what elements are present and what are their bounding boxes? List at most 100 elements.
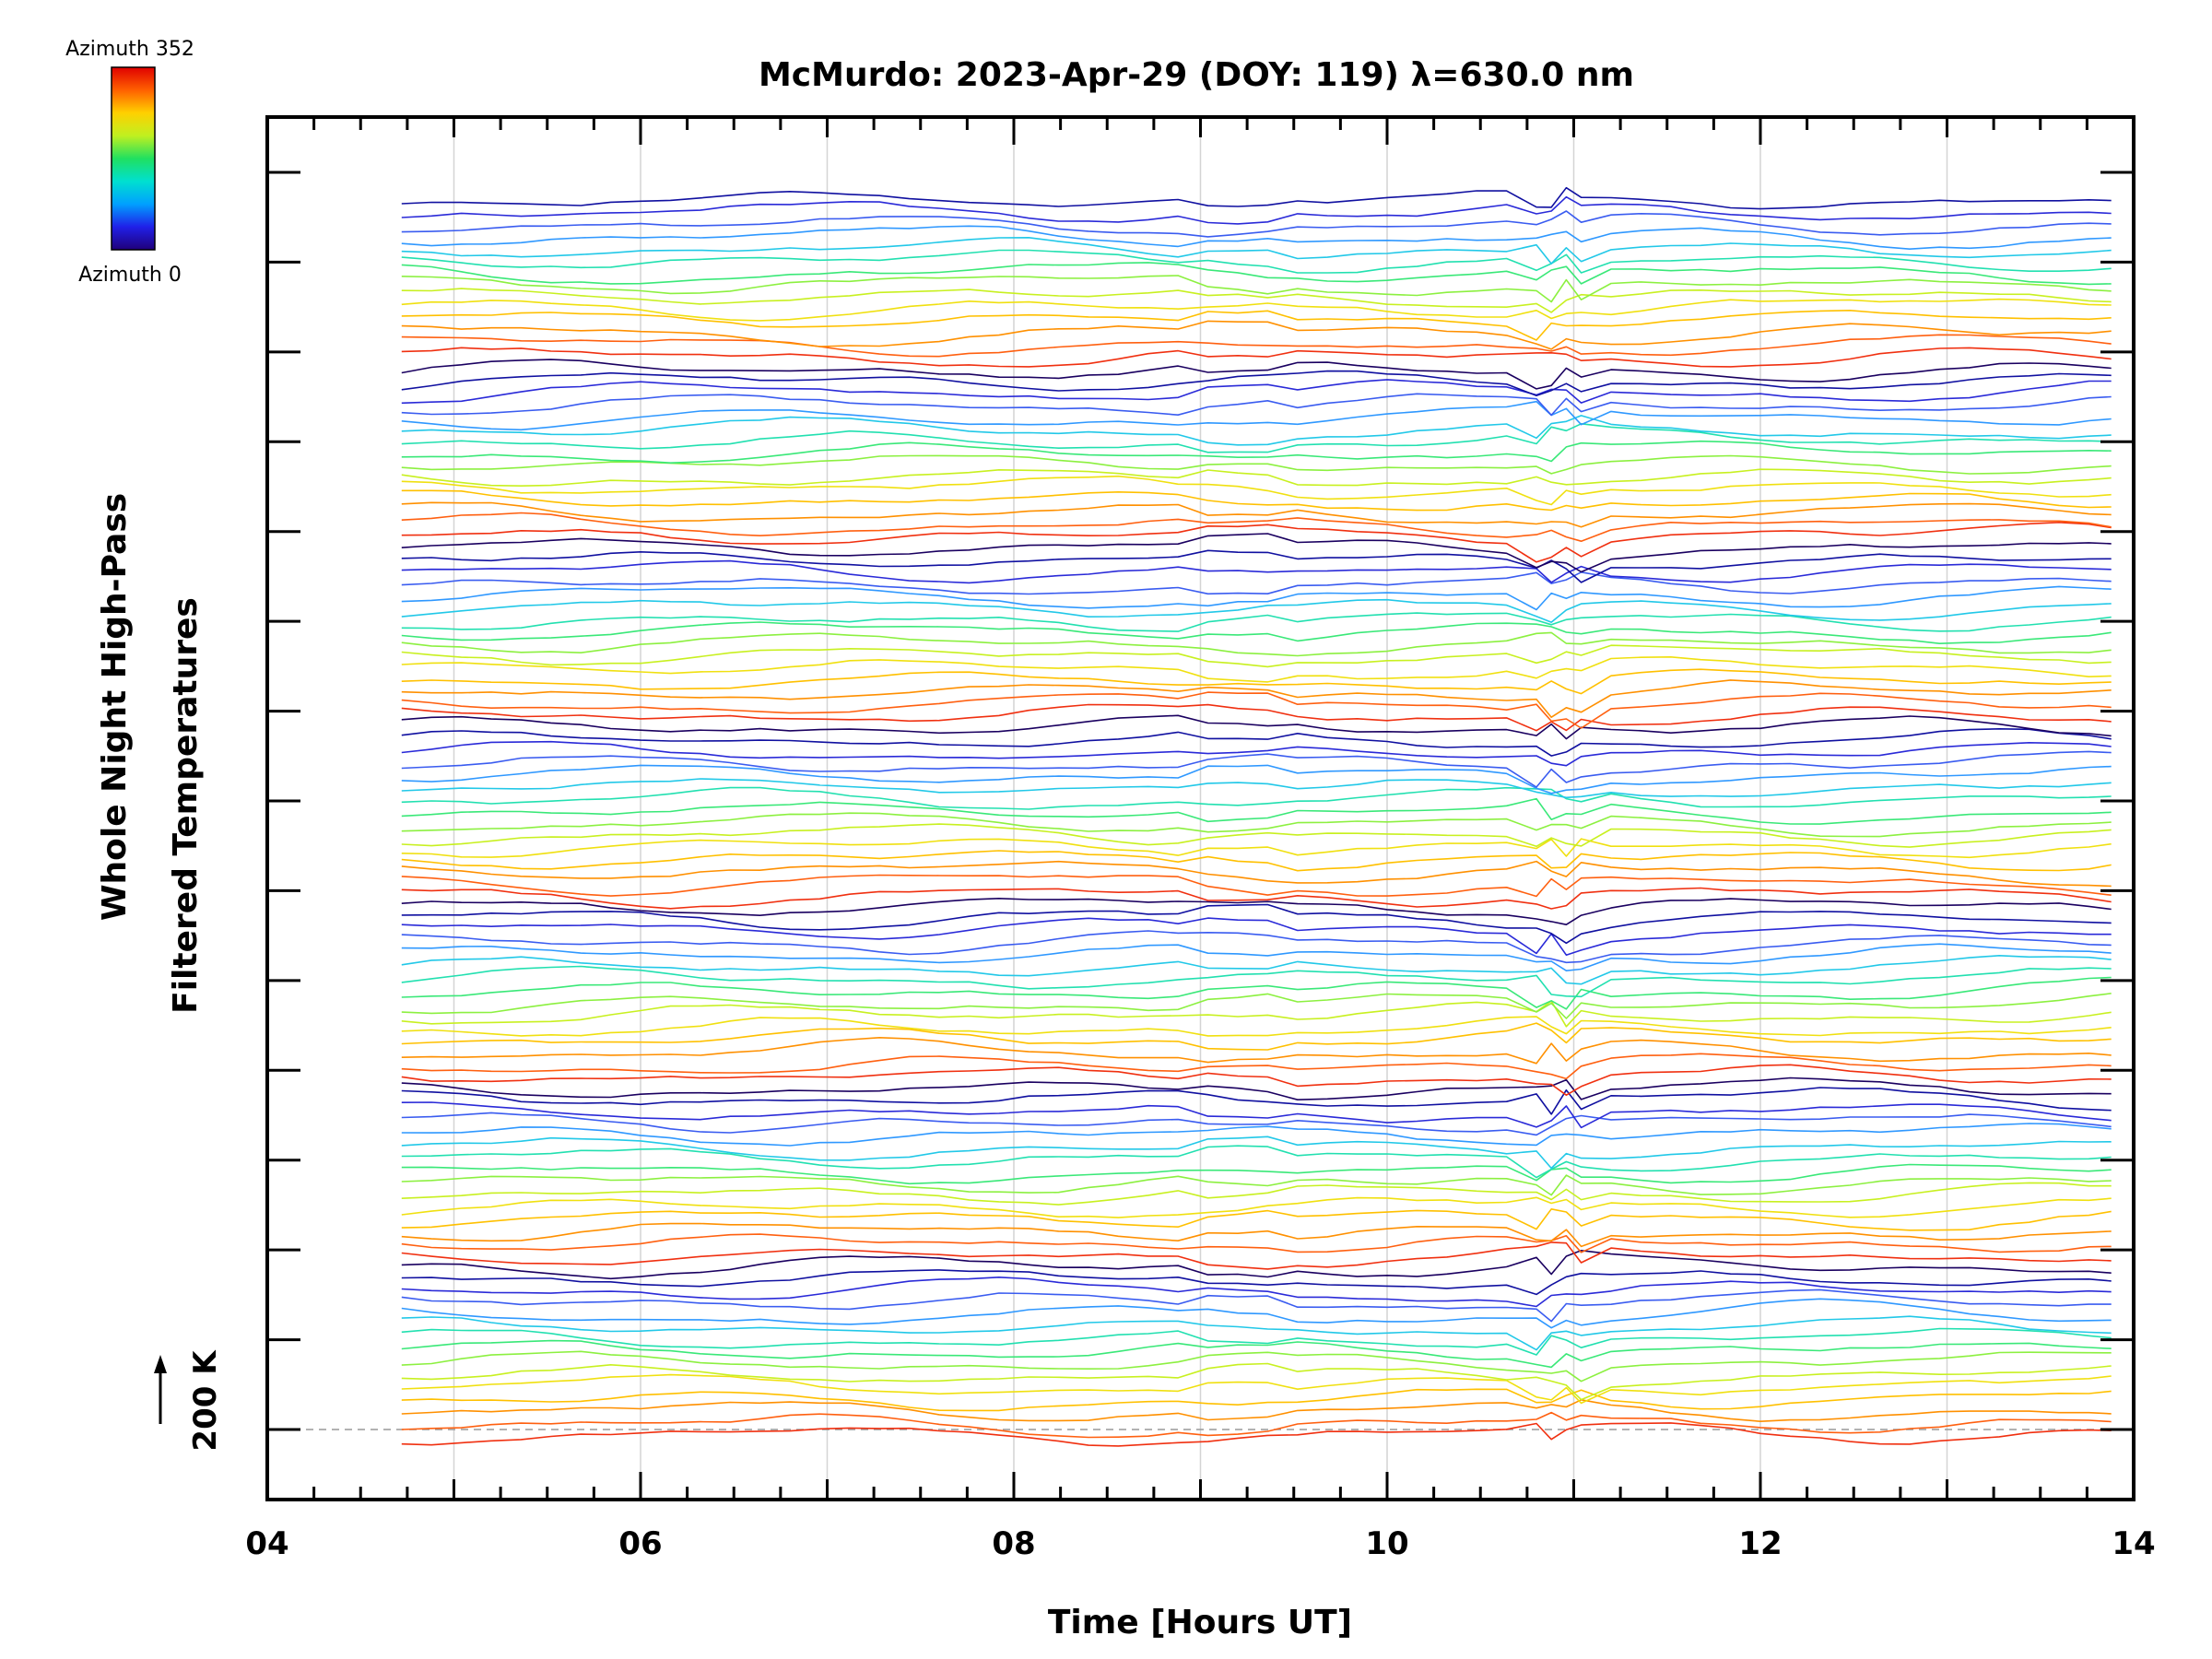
series-line xyxy=(401,309,2112,341)
series-line xyxy=(401,1208,2112,1231)
series-line xyxy=(401,1422,2112,1447)
series-line xyxy=(401,1064,2112,1096)
series-line xyxy=(401,585,2112,611)
series-line xyxy=(401,1241,2112,1270)
series-line xyxy=(401,275,2112,303)
series-line xyxy=(401,454,2112,475)
series-line xyxy=(401,993,2112,1019)
series-line xyxy=(401,750,2112,788)
series-line xyxy=(401,691,2112,729)
series-line xyxy=(401,320,2112,350)
series-line xyxy=(401,965,2112,998)
colorbar-bottom-label: Azimuth 0 xyxy=(78,264,182,287)
series-line xyxy=(401,195,2112,225)
series-line xyxy=(401,400,2112,431)
series-line xyxy=(401,379,2112,405)
series-line xyxy=(401,621,2112,645)
series-line xyxy=(401,955,2112,985)
x-tick-label: 06 xyxy=(618,1525,662,1562)
series-line xyxy=(401,225,2112,251)
series-line xyxy=(401,1196,2112,1218)
series-line xyxy=(401,1112,2112,1136)
series-line xyxy=(401,347,2112,368)
colorbar-top-label: Azimuth 352 xyxy=(65,38,194,61)
series-line xyxy=(401,1016,2112,1037)
series-line xyxy=(401,288,2112,313)
series-line xyxy=(401,874,2112,898)
series-line xyxy=(401,838,2112,859)
series-line xyxy=(401,930,2112,964)
series-line xyxy=(401,812,2112,838)
series-line xyxy=(401,1250,2112,1280)
series-line xyxy=(401,887,2112,910)
series-line xyxy=(401,1269,2112,1296)
series-line xyxy=(401,1339,2112,1369)
series-line xyxy=(401,549,2112,583)
series-line xyxy=(401,533,2112,573)
x-tick-label: 14 xyxy=(2112,1525,2155,1562)
series-line xyxy=(401,1373,2112,1405)
series-line xyxy=(401,393,2112,417)
series-line xyxy=(401,1174,2112,1196)
series-line xyxy=(401,1350,2112,1382)
series-line xyxy=(401,668,2112,695)
series-line xyxy=(401,1022,2112,1051)
series-line xyxy=(401,262,2112,286)
series-line xyxy=(401,1327,2112,1356)
series-line xyxy=(401,727,2112,757)
plot-frame xyxy=(265,115,2136,1501)
series-line xyxy=(401,1145,2112,1179)
series-lines xyxy=(401,186,2112,1447)
series-line xyxy=(401,521,2112,563)
series-line xyxy=(401,860,2112,888)
series-line xyxy=(401,764,2112,794)
series-line xyxy=(401,210,2112,238)
series-line xyxy=(401,1411,2112,1439)
series-line xyxy=(401,1362,2112,1401)
x-tick-label: 12 xyxy=(1738,1525,1782,1562)
series-line xyxy=(401,703,2112,732)
series-line xyxy=(401,598,2112,623)
series-line xyxy=(401,1135,2112,1170)
baseline-label: 200 K xyxy=(187,1349,224,1452)
x-tick-label: 10 xyxy=(1365,1525,1408,1562)
series-line xyxy=(401,850,2112,872)
series-line xyxy=(401,714,2112,740)
series-line xyxy=(401,1399,2112,1422)
series-line xyxy=(401,679,2112,719)
series-line xyxy=(401,655,2112,683)
series-line xyxy=(401,501,2112,528)
series-line xyxy=(401,1182,2112,1206)
series-line xyxy=(401,778,2112,799)
series-line xyxy=(401,571,2112,595)
series-line xyxy=(401,1288,2112,1323)
series-line xyxy=(401,1233,2112,1253)
series-line xyxy=(401,644,2112,668)
series-line xyxy=(401,976,2112,1010)
series-line xyxy=(401,1315,2112,1351)
series-line xyxy=(401,1053,2112,1080)
series-line xyxy=(401,1222,2112,1248)
x-axis-label: Time [Hours UT] xyxy=(1048,1604,1352,1641)
series-line xyxy=(401,1277,2112,1308)
chart-title: McMurdo: 2023-Apr-29 (DOY: 119) λ=630.0 … xyxy=(759,56,1634,94)
x-tick-label: 08 xyxy=(992,1525,1035,1562)
x-tick-label: 04 xyxy=(245,1525,288,1562)
series-line xyxy=(401,475,2112,506)
series-line xyxy=(401,1000,2112,1028)
series-line xyxy=(401,236,2112,265)
series-line xyxy=(401,1077,2112,1100)
series-line xyxy=(401,249,2112,274)
series-line xyxy=(401,1101,2112,1129)
y-axis-label-line2: Filtered Temperatures xyxy=(167,597,205,1014)
series-line xyxy=(401,422,2112,453)
x-tick-labels: 04 06 08 10 12 14 xyxy=(245,1525,2155,1562)
series-line xyxy=(401,903,2112,945)
series-line xyxy=(401,440,2112,465)
series-line xyxy=(401,897,2112,926)
colorbar xyxy=(111,66,156,251)
series-line xyxy=(401,186,2112,210)
series-line xyxy=(401,740,2112,767)
